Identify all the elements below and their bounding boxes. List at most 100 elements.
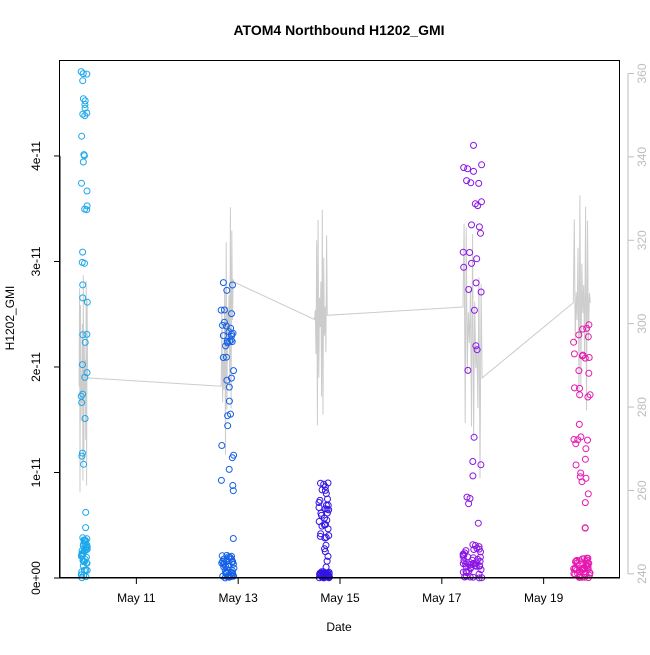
secondary-y-tick-label: 340	[635, 147, 649, 167]
y-tick-label: 0e+00	[29, 561, 43, 595]
data-point	[230, 451, 238, 459]
data-point	[469, 541, 477, 549]
data-point	[470, 546, 478, 553]
data-point	[229, 487, 237, 495]
data-point	[224, 422, 232, 430]
data-point	[570, 436, 578, 443]
data-point	[225, 465, 233, 473]
data-point	[79, 449, 86, 457]
data-point	[463, 177, 471, 185]
secondary-y-tick-label: 320	[635, 230, 649, 250]
data-point	[315, 518, 323, 525]
data-point	[83, 543, 91, 551]
data-point	[464, 366, 472, 374]
data-point	[577, 433, 585, 441]
secondary-line-layer	[78, 195, 591, 493]
data-point	[83, 202, 91, 210]
data-point	[462, 560, 470, 568]
data-point	[217, 476, 225, 484]
data-point	[80, 151, 88, 159]
data-point	[477, 566, 485, 574]
secondary-y-tick-label: 300	[635, 313, 649, 333]
data-point	[460, 164, 468, 172]
data-point	[463, 493, 471, 501]
data-point	[83, 187, 91, 195]
data-point	[576, 473, 584, 481]
data-point	[219, 354, 227, 361]
data-point	[466, 249, 474, 256]
data-point	[585, 369, 593, 377]
data-point	[317, 530, 325, 538]
data-point	[81, 373, 89, 381]
secondary-y-tick-label: 260	[635, 480, 649, 500]
data-point	[83, 206, 91, 214]
data-point	[583, 556, 591, 564]
data-point	[465, 286, 473, 293]
data-point	[465, 500, 473, 508]
data-point	[583, 324, 591, 332]
data-point	[79, 390, 87, 398]
x-tick-label: May 11	[117, 591, 156, 605]
data-point	[220, 560, 228, 568]
data-point	[470, 141, 477, 149]
data-point	[580, 566, 588, 573]
y-axis-label: H1202_GMI	[3, 286, 17, 351]
data-point	[460, 557, 468, 565]
data-point	[219, 332, 227, 340]
data-point	[575, 420, 583, 428]
data-point	[470, 433, 478, 441]
data-point	[81, 415, 89, 422]
data-point	[225, 383, 233, 391]
data-point	[322, 572, 330, 580]
data-point	[467, 179, 475, 187]
data-point	[78, 452, 86, 460]
data-point	[83, 535, 91, 543]
secondary-series-line	[78, 195, 591, 493]
data-point	[79, 361, 86, 369]
data-point	[82, 524, 90, 532]
data-point	[477, 461, 485, 469]
data-point	[586, 391, 594, 399]
data-point	[321, 486, 329, 494]
data-point	[83, 109, 91, 117]
data-point	[218, 552, 226, 560]
data-point	[81, 97, 89, 105]
data-point	[320, 480, 328, 488]
data-point	[321, 521, 328, 529]
data-point	[586, 569, 594, 577]
data-point	[228, 552, 235, 560]
data-point	[225, 397, 233, 405]
data-point	[585, 354, 593, 361]
data-point	[220, 306, 228, 314]
data-point	[79, 110, 87, 118]
data-point	[321, 545, 328, 553]
data-point	[79, 70, 87, 78]
data-point	[323, 505, 331, 513]
data-point	[464, 553, 472, 561]
data-point	[576, 572, 584, 580]
data-point	[324, 572, 332, 580]
data-point	[575, 367, 583, 375]
data-point	[478, 161, 486, 169]
data-point	[78, 132, 86, 140]
data-point	[323, 509, 331, 517]
x-tick-label: May 19	[524, 591, 564, 605]
data-point	[77, 392, 85, 400]
y-axis: 0e+00 1e-11 2e-11 3e-11 4e-11	[29, 141, 61, 595]
data-point	[471, 562, 479, 570]
data-point	[474, 202, 482, 210]
data-point	[220, 563, 228, 571]
data-point	[472, 279, 480, 287]
secondary-y-axis: 240 260 280 300 320 340 360	[627, 63, 649, 584]
data-point	[581, 524, 589, 532]
data-point	[229, 535, 237, 542]
data-point	[228, 569, 236, 576]
data-point	[220, 318, 228, 326]
data-point	[227, 410, 234, 418]
x-tick-label: May 17	[422, 591, 462, 605]
data-point	[579, 325, 587, 333]
data-point	[472, 342, 480, 350]
data-point	[79, 331, 87, 339]
data-point	[473, 346, 481, 354]
